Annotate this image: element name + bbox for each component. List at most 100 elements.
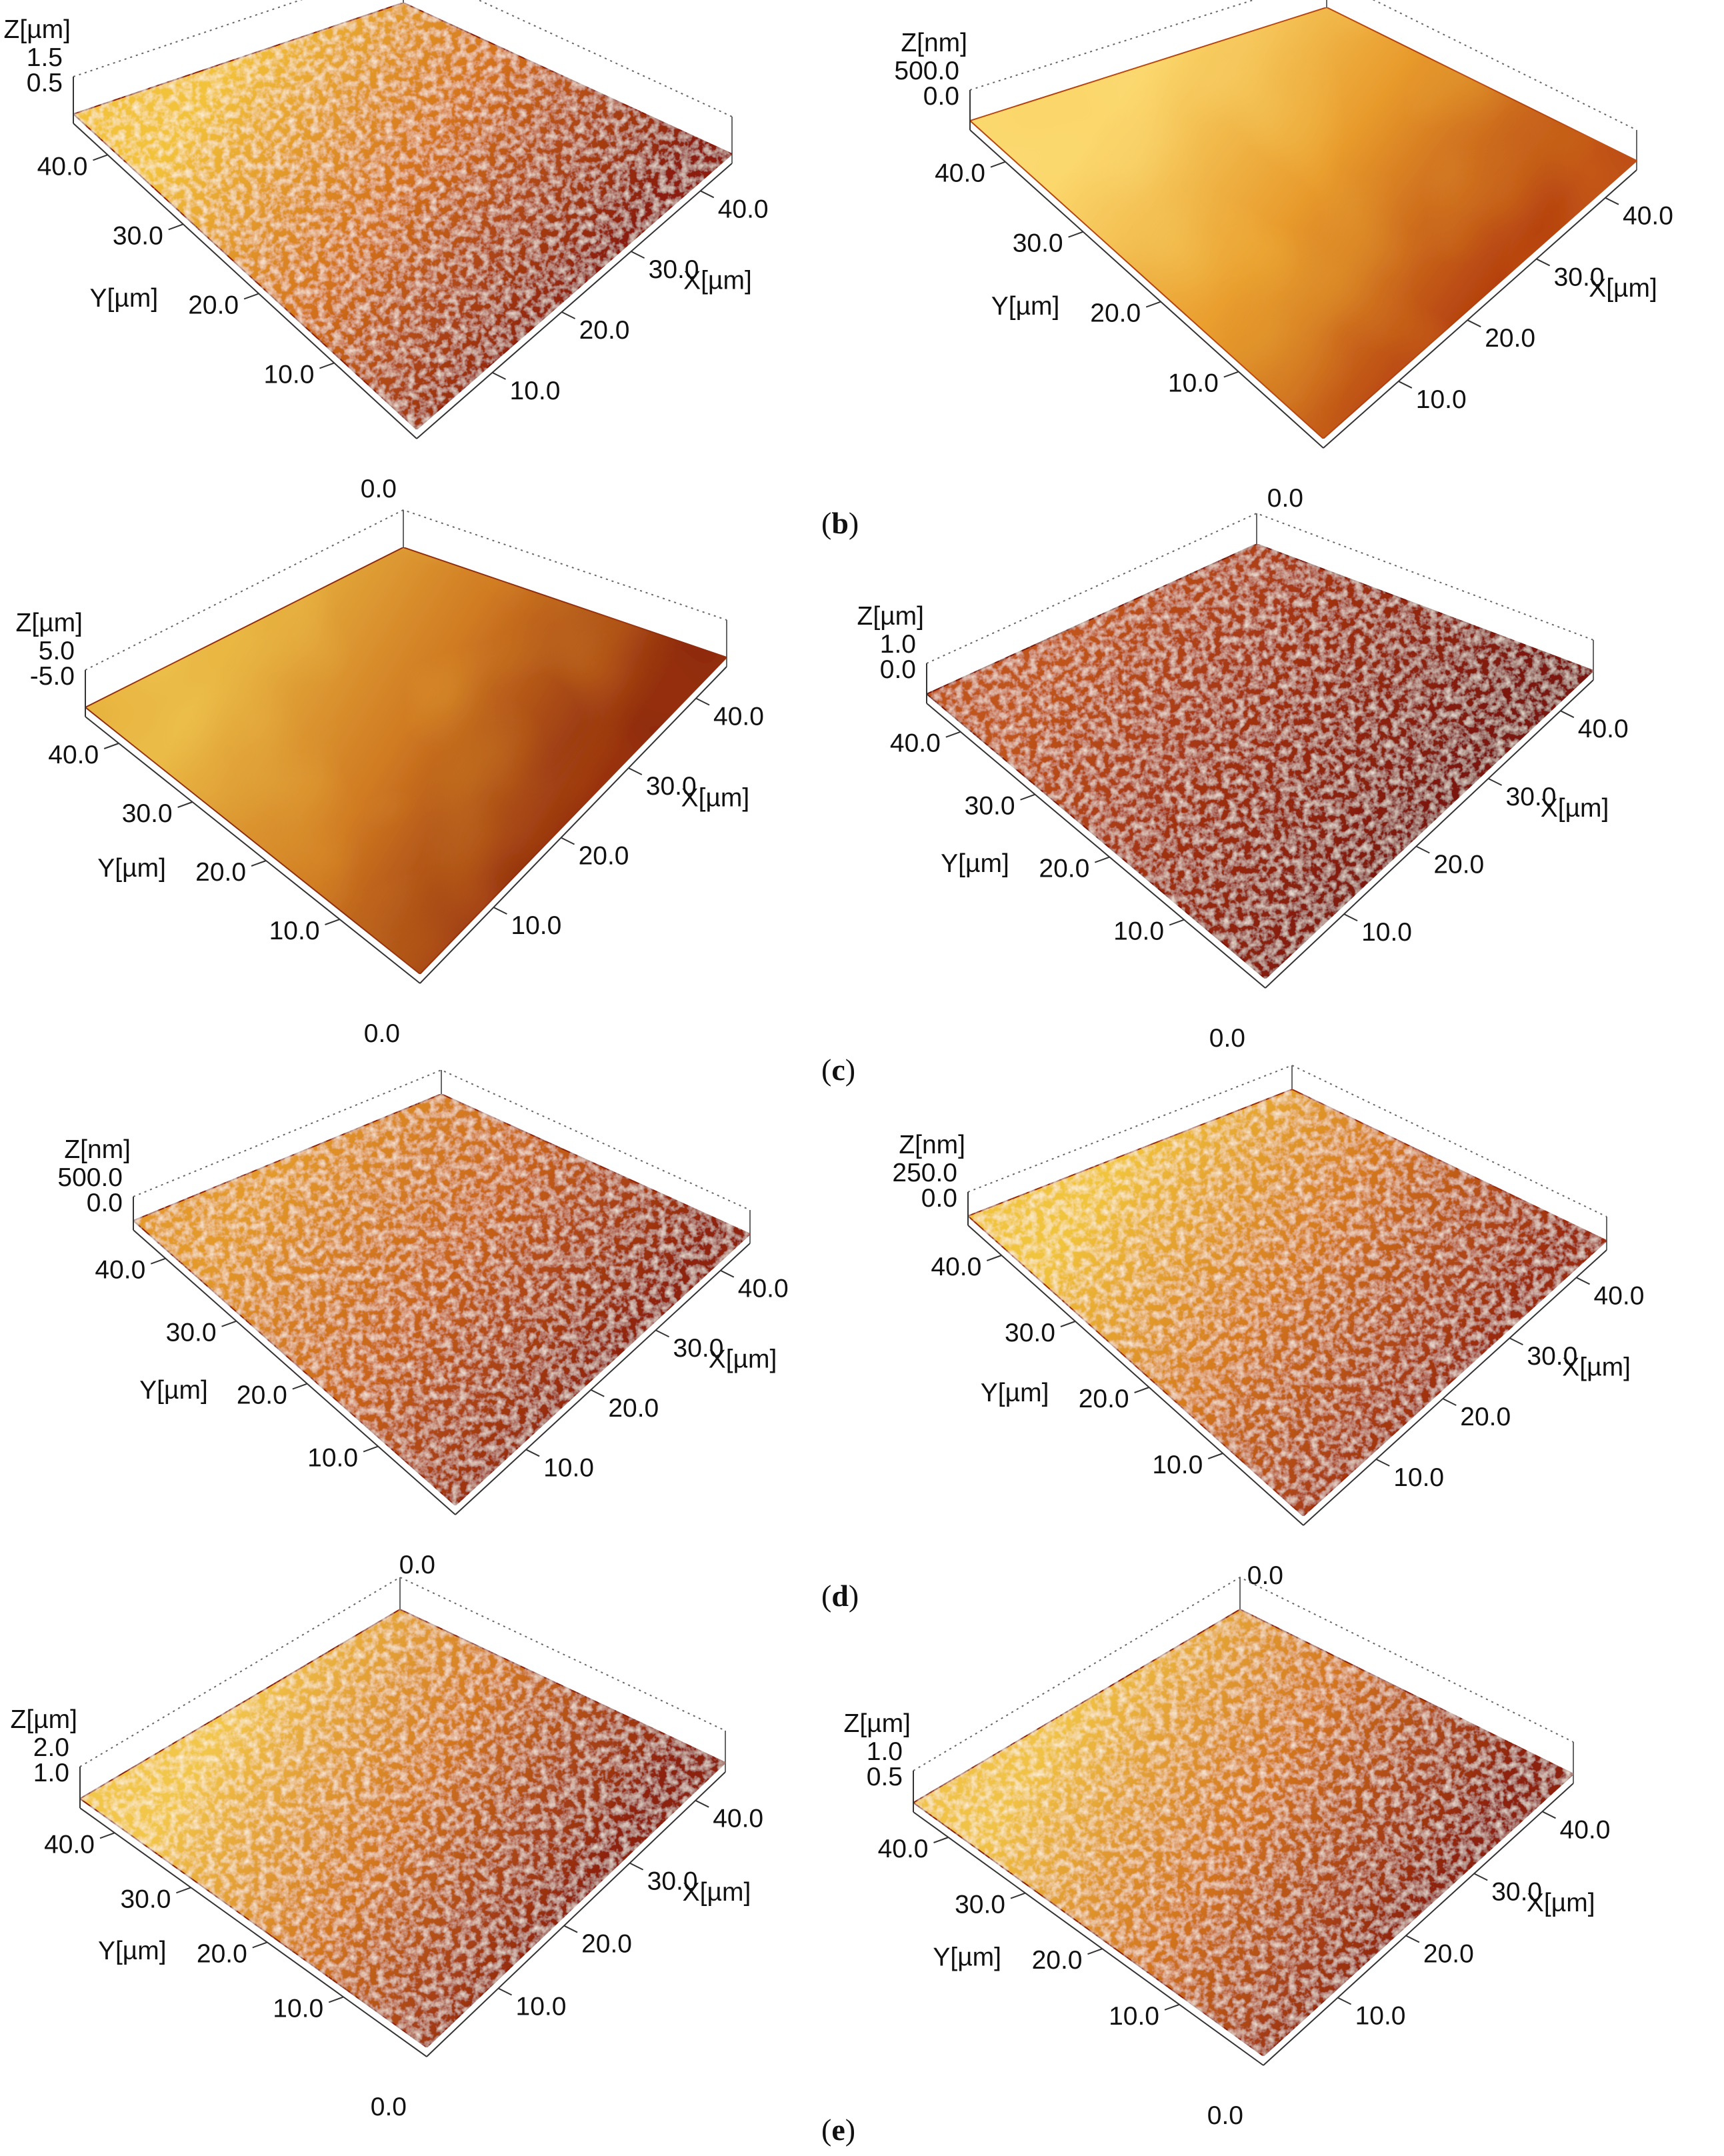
x-tick xyxy=(1488,777,1503,786)
y-axis-title: Y[µm] xyxy=(933,1943,1001,1971)
x-tick-label: 10.0 xyxy=(1416,385,1467,414)
caption-d: (d) xyxy=(821,1579,859,1613)
y-tick-label: 10.0 xyxy=(1113,917,1164,946)
y-tick-label: 40.0 xyxy=(37,152,88,181)
box-top-edge xyxy=(133,1069,751,1211)
x-axis-line xyxy=(455,1243,751,1515)
x-tick xyxy=(700,190,715,199)
x-tick-label: 30.0 xyxy=(1506,783,1557,811)
y-tick-label: 30.0 xyxy=(120,1885,171,1913)
x-tick xyxy=(1375,1458,1390,1467)
z-tick-max: 2.0 xyxy=(33,1733,69,1762)
y-tick-label: 20.0 xyxy=(1079,1385,1129,1413)
y-axis-line xyxy=(967,1225,1304,1526)
z-axis-title: Z[µm] xyxy=(16,609,83,637)
y-tick-label: 10.0 xyxy=(1109,2002,1159,2031)
x-tick-label: 20.0 xyxy=(579,316,630,345)
afm-surface xyxy=(72,1,733,431)
x-tick xyxy=(525,1449,540,1457)
box-top-edge xyxy=(967,1064,1607,1217)
y-tick-label: 20.0 xyxy=(1032,1946,1083,1975)
y-tick xyxy=(168,223,184,231)
y-axis-line xyxy=(79,1807,427,2057)
y-tick xyxy=(1010,1892,1026,1899)
x-tick-label: 40.0 xyxy=(1623,202,1673,231)
x-tick-label: 20.0 xyxy=(579,842,629,871)
x-tick-label: 20.0 xyxy=(1485,324,1535,353)
x-tick xyxy=(628,767,643,775)
x-tick xyxy=(498,1987,512,1996)
y-tick xyxy=(99,1832,115,1839)
x-tick-label: 20.0 xyxy=(608,1394,659,1423)
x-axis-title: X[µm] xyxy=(683,1878,751,1907)
x-axis-title: X[µm] xyxy=(1589,274,1657,303)
x-tick xyxy=(561,311,576,319)
y-axis-line xyxy=(85,716,421,984)
y-tick-label: 10.0 xyxy=(263,360,314,389)
y-axis-title: Y[µm] xyxy=(97,854,166,883)
y-tick xyxy=(1223,371,1239,378)
x-axis-line xyxy=(1265,679,1594,989)
y-axis-title: Y[µm] xyxy=(90,284,159,313)
x-tick-label: 10.0 xyxy=(1393,1463,1444,1492)
x-tick xyxy=(493,907,507,915)
x-tick-label: 10.0 xyxy=(1355,2001,1406,2030)
y-tick-label: 40.0 xyxy=(48,741,99,769)
y-tick-label: 20.0 xyxy=(237,1381,287,1410)
afm-panel-r1-left: 40.0 30.0 20.0 10.0 40.0 30.0 20.0 10.0 0.0 Y[µm]… xyxy=(4,0,769,503)
y-tick-label: 40.0 xyxy=(878,1835,929,1863)
x-tick-label: 20.0 xyxy=(1433,850,1484,879)
y-axis-line xyxy=(133,1229,456,1515)
y-tick-label: 20.0 xyxy=(1090,299,1141,328)
y-axis-title: Y[µm] xyxy=(981,1379,1049,1407)
y-tick xyxy=(1087,1948,1103,1955)
y-tick xyxy=(1164,2003,1180,2011)
x-tick xyxy=(695,1799,709,1808)
x-tick xyxy=(561,837,575,845)
y-axis-line xyxy=(969,129,1324,449)
x-tick xyxy=(492,371,506,380)
y-tick-label: 40.0 xyxy=(890,729,941,758)
x-tick xyxy=(563,1925,578,1933)
y-axis-line xyxy=(913,1811,1264,2066)
x-tick xyxy=(1576,1277,1590,1285)
x-tick-label: 10.0 xyxy=(510,377,561,405)
x-axis-title: X[µm] xyxy=(1541,794,1609,823)
y-axis-line xyxy=(926,703,1266,989)
afm-panel-r1-right: 40.0 30.0 20.0 10.0 40.0 30.0 20.0 10.0 0.0 Y[µm]… xyxy=(894,0,1673,513)
origin-label: 0.0 xyxy=(1209,1024,1245,1053)
x-tick xyxy=(1560,710,1575,719)
box-top-edge xyxy=(926,512,1594,664)
x-tick-label: 30.0 xyxy=(1527,1342,1577,1371)
x-tick xyxy=(1509,1337,1523,1346)
x-axis-line xyxy=(1263,1783,1574,2066)
origin-label: 0.0 xyxy=(361,475,397,503)
z-tick-max: 1.0 xyxy=(880,630,916,659)
x-tick xyxy=(695,697,710,706)
x-tick-label: 40.0 xyxy=(718,195,769,223)
x-axis-line xyxy=(416,163,733,439)
afm-surface xyxy=(912,1608,1575,2057)
y-tick xyxy=(945,731,961,738)
y-tick-label: 20.0 xyxy=(195,858,246,887)
afm-surface xyxy=(925,543,1595,980)
x-tick-label: 10.0 xyxy=(543,1453,594,1482)
x-tick xyxy=(631,251,645,259)
caption-e: (e) xyxy=(821,2113,856,2147)
y-tick-label: 30.0 xyxy=(955,1891,1005,1919)
y-tick-label: 40.0 xyxy=(935,159,985,188)
z-tick-max: 500.0 xyxy=(57,1163,123,1192)
afm-panel-r3-left: 40.0 30.0 20.0 10.0 40.0 30.0 20.0 10.0 0.0 Y[µm]… xyxy=(57,1069,789,1579)
y-tick xyxy=(986,1255,1002,1261)
z-tick-min: 0.0 xyxy=(87,1189,123,1217)
y-tick xyxy=(1094,856,1110,863)
y-tick xyxy=(93,154,108,161)
x-axis-line xyxy=(426,1771,726,2057)
y-tick xyxy=(1068,231,1083,238)
y-tick-label: 40.0 xyxy=(95,1256,145,1285)
x-tick xyxy=(1405,1935,1420,1943)
x-tick-label: 20.0 xyxy=(1423,1939,1474,1968)
y-tick-label: 30.0 xyxy=(113,221,163,250)
afm-surface xyxy=(84,546,728,975)
